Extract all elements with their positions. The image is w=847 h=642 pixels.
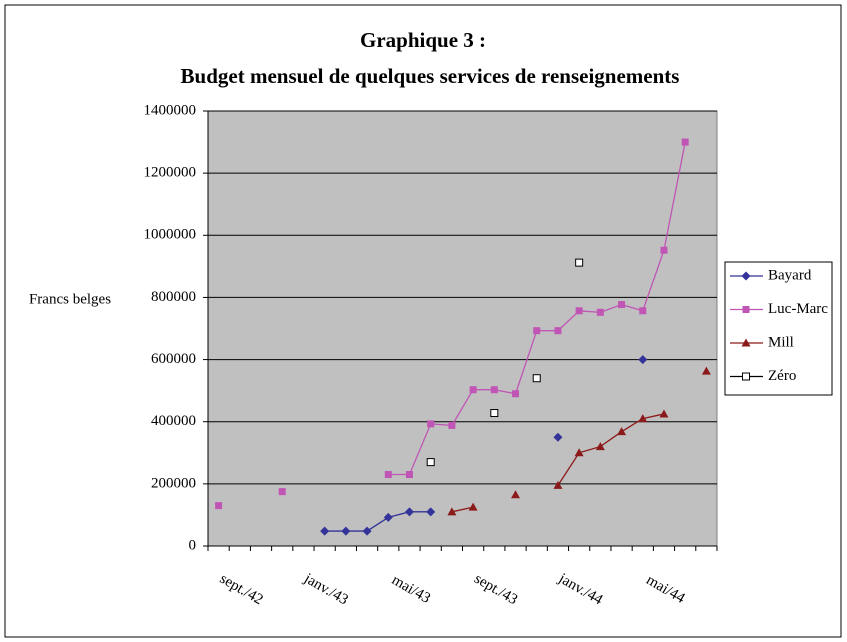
point-marker — [554, 327, 562, 335]
point-marker — [618, 301, 626, 309]
point-marker — [469, 386, 477, 394]
point-marker — [490, 386, 498, 394]
point-marker — [575, 307, 583, 315]
point-marker — [659, 409, 669, 418]
y-tick-label: 800000 — [151, 289, 196, 305]
legend-label: Bayard — [768, 267, 812, 283]
point-marker — [447, 507, 457, 516]
y-axis-label: Francs belges — [29, 291, 111, 307]
point-marker — [448, 421, 456, 429]
point-marker — [596, 308, 604, 316]
point-marker — [575, 258, 584, 267]
y-tick-label: 1000000 — [144, 227, 197, 243]
point-marker — [384, 471, 392, 479]
y-tick-label: 600000 — [151, 351, 196, 367]
point-marker — [553, 432, 563, 442]
y-tick-label: 1400000 — [144, 102, 197, 118]
point-marker — [638, 414, 648, 423]
y-tick-label: 1200000 — [144, 165, 197, 181]
point-marker — [617, 427, 627, 436]
y-tick-label: 0 — [189, 537, 197, 553]
legend-marker — [742, 306, 750, 313]
point-marker — [532, 374, 541, 383]
legend-label: Zéro — [768, 368, 796, 384]
point-marker — [341, 526, 351, 536]
series-line — [557, 413, 665, 486]
point-marker — [427, 420, 435, 428]
chart-subtitle: Budget mensuel de quelques services de r… — [181, 64, 680, 88]
point-marker — [511, 490, 521, 499]
point-marker — [639, 307, 647, 315]
point-marker — [660, 246, 668, 254]
point-marker — [320, 526, 330, 536]
point-marker — [681, 138, 689, 146]
y-tick-label: 200000 — [151, 475, 196, 491]
point-marker — [512, 390, 520, 398]
chart-title: Graphique 3 : — [360, 28, 486, 52]
plot-area — [207, 110, 718, 547]
point-marker — [215, 502, 223, 510]
point-marker — [574, 448, 584, 457]
point-marker — [426, 507, 436, 517]
point-marker — [426, 458, 435, 467]
point-marker — [405, 471, 413, 479]
point-marker — [383, 512, 393, 522]
legend-marker — [741, 271, 751, 281]
legend-label: Luc-Marc — [768, 301, 828, 317]
point-marker — [701, 366, 711, 375]
point-marker — [553, 480, 563, 489]
point-marker — [404, 507, 414, 517]
point-marker — [468, 502, 478, 511]
point-marker — [362, 526, 372, 536]
point-marker — [533, 327, 541, 335]
point-marker — [278, 488, 286, 496]
point-marker — [490, 409, 499, 418]
point-marker — [638, 355, 648, 365]
legend-marker — [741, 338, 751, 347]
series-line — [451, 506, 474, 513]
legend-marker — [742, 372, 750, 381]
point-marker — [595, 442, 605, 451]
y-tick-label: 400000 — [151, 413, 196, 429]
legend-label: Mill — [768, 334, 794, 350]
